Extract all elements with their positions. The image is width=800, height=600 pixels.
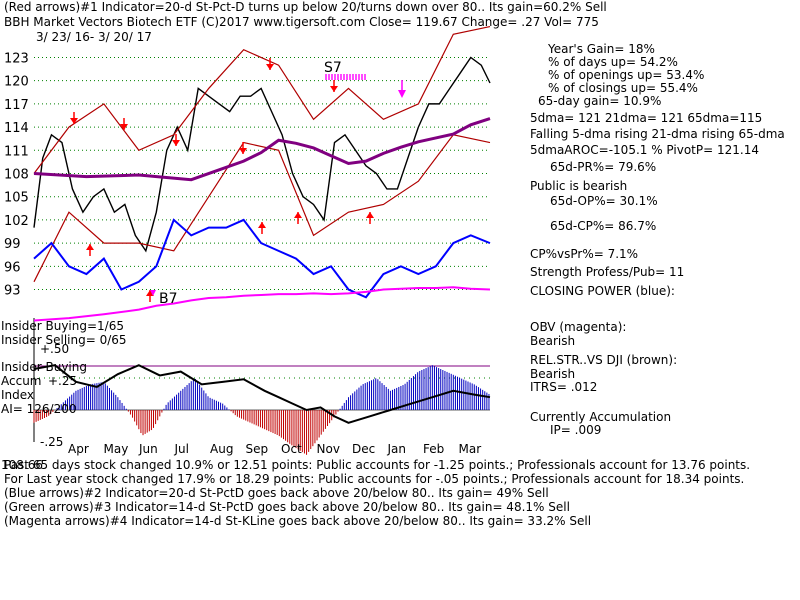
price-tick-label: 105 [4,191,29,206]
price-tick-label: 108 [4,168,29,183]
footer-line1: Past 65 days stock changed 10.9% or 12.5… [4,458,751,472]
footer-line5: (Magenta arrows)#4 Indicator=14-d St-KLi… [4,514,592,528]
stat-relstr: REL.STR..VS DJI (brown): [530,353,678,367]
month-label: Mar [459,442,482,456]
red-arrow-head [172,140,180,146]
s7-label: S7 [324,60,342,76]
price-tick-label: 117 [4,98,29,113]
month-label: Sep [246,442,269,456]
lower-band-line [33,134,491,283]
stat-accum: Currently Accumulation [530,410,672,424]
price-tick-label: 120 [4,75,29,90]
price-tick-label: 93 [4,284,21,299]
footer-line2: For Last year stock changed 17.9% or 18.… [4,472,745,486]
stat-openings-up: % of openings up= 53.4% [548,68,705,82]
stat-cp65: 65d-CP%= 86.7% [550,219,657,233]
stat-dma: 5dma= 121 21dma= 121 65dma=115 [530,111,763,125]
month-label: Jul [174,442,189,456]
stat-strength: Strength Profess/Pub= 11 [530,265,685,279]
ma65-line [33,117,491,182]
price-gridlines [34,56,490,291]
stat-obv: OBV (magenta): [530,320,627,334]
accum-label: Accum [1,374,42,388]
stat-obv-state: Bearish [530,334,576,348]
stat-relstr-state: Bearish [530,367,576,381]
closing-power-line [33,218,491,299]
header-line1: (Red arrows)#1 Indicator=20-d St-Pct-D t… [4,0,607,14]
footer-line3: (Blue arrows)#2 Indicator=20-d St-PctD g… [4,486,549,500]
price-tick-label: 99 [4,237,21,252]
series-lines [33,25,491,424]
price-tick-label: 102 [4,214,29,229]
stat-65day-gain: 65-day gain= 10.9% [538,94,662,108]
stat-closings-up: % of closings up= 55.4% [548,81,698,95]
corner-value: 108.66 [1,458,43,472]
stat-aroc: 5dmaAROC=-105.1 % PivotP= 121.14 [530,143,759,157]
b7-arrow-head [150,290,156,296]
insider-selling: Insider Selling= 0/65 [1,333,127,347]
red-arrow-head [86,244,94,250]
month-label: Feb [423,442,444,456]
signal-arrows [70,58,406,302]
insider-buying-1: Insider Buying=1/65 [1,319,124,333]
month-label: Apr [68,442,89,456]
obv-line [33,286,491,322]
stat-cpvspr: CP%vsPr%= 7.1% [530,247,639,261]
red-arrow-head [239,148,247,154]
red-arrow-head [330,86,338,92]
month-labels: Apr May Jun Jul Aug Sep Oct Nov Dec Jan Feb Mar [68,442,481,456]
stat-dma-trend: Falling 5-dma rising 21-dma rising 65-dm… [530,127,785,141]
b7-label: B7 [159,291,178,307]
month-label: May [104,442,129,456]
stat-op65: 65d-OP%= 30.1% [550,194,658,208]
magenta-arrow-head [398,90,406,98]
level-plus-50: +.50 [40,342,70,356]
level-plus-25: +.25 [48,374,78,388]
accumulation-bars [33,365,490,455]
price-tick-labels: 123 120 117 114 111 108 105 102 99 96 93 [4,51,29,298]
stat-days-up: % of days up= 54.2% [548,55,678,69]
stat-public: Public is bearish [530,179,628,193]
insider-buying-2: Insider Buying [1,360,87,374]
red-arrow-head [120,124,128,130]
red-arrow-head [146,290,154,296]
stat-pr65: 65d-PR%= 79.6% [550,160,657,174]
stat-itrs: ITRS= .012 [530,380,598,394]
month-label: Aug [210,442,233,456]
level-minus-25: -.25 [40,435,64,449]
price-line [33,56,491,253]
red-arrow-head [70,118,78,124]
month-label: Nov [317,442,340,456]
red-arrow-head [366,212,374,218]
relative-strength-line [33,364,491,424]
index-label: Index [1,388,35,402]
price-tick-label: 111 [4,144,29,159]
month-label: Dec [352,442,375,456]
red-arrow-head [266,64,274,70]
red-arrow-head [258,222,266,228]
upper-band-line [33,25,491,174]
footer-line4: (Green arrows)#3 Indicator=14-d St-PctD … [4,500,570,514]
month-label: Jan [387,442,407,456]
ai-value: AI= 126/200 [1,402,77,416]
price-tick-label: 96 [4,260,21,275]
month-label: Jun [138,442,158,456]
date-range: 3/ 23/ 16- 3/ 20/ 17 [36,30,152,44]
red-arrow-head [294,212,302,218]
price-tick-label: 114 [4,121,29,136]
stat-closing-power: CLOSING POWER (blue): [530,284,675,298]
header-line2: BBH Market Vectors Biotech ETF (C)2017 w… [4,15,599,29]
stat-years-gain: Year's Gain= 18% [548,42,655,56]
month-label: Oct [281,442,302,456]
stat-ip: IP= .009 [550,423,602,437]
price-tick-label: 123 [4,51,29,66]
